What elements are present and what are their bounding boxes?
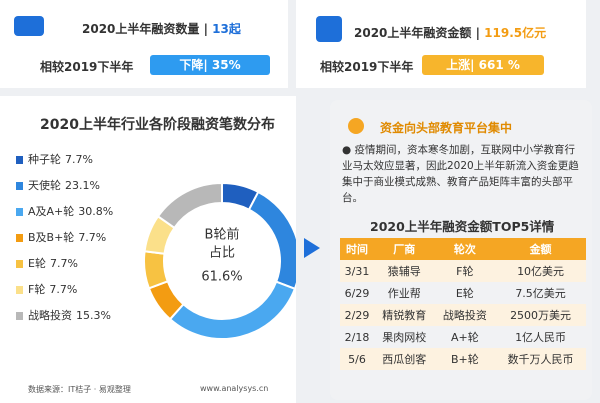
legend-label: E轮 7.7%: [28, 256, 78, 270]
table-cell: 战略投资: [434, 304, 496, 326]
legend-label: 种子轮 7.7%: [28, 152, 93, 166]
site: www.analysys.cn: [200, 384, 269, 393]
table-cell: 10亿美元: [495, 260, 586, 282]
stat-title-text: 2020上半年融资数量 |: [82, 22, 208, 36]
stat-compare: 相较2019下半年: [40, 60, 134, 74]
table-cell: 2/29: [340, 304, 374, 326]
stat-title-text: 2020上半年融资金额 |: [354, 26, 480, 40]
legend-value: 23.1%: [65, 179, 100, 192]
table-cell: 3/31: [340, 260, 374, 282]
bullet-icon: [348, 118, 364, 134]
table-cell: 1亿人民币: [515, 331, 567, 344]
legend-swatch: [16, 208, 23, 216]
legend-label: 天使轮 23.1%: [28, 178, 100, 192]
legend-name: B及B+轮: [28, 230, 74, 244]
legend-swatch: [16, 234, 23, 242]
stat-value: 119.5亿元: [484, 26, 547, 40]
legend-swatch: [16, 182, 23, 190]
table-row: 5/6 西瓜创客 B+轮 数千万人民币: [340, 348, 586, 370]
table-header-cell: 时间: [340, 238, 374, 260]
stat-change: 上涨| 661 %: [422, 55, 544, 75]
legend-swatch: [16, 312, 23, 320]
stat-title: 2020上半年融资金额 | 119.5亿元: [354, 24, 546, 41]
table-header-cell: 金额: [495, 238, 586, 260]
legend-value: 7.7%: [50, 257, 78, 270]
donut-slice: [168, 280, 296, 340]
stat-value: 13起: [212, 22, 241, 36]
legend-label: A及A+轮 30.8%: [28, 204, 113, 218]
center-label: 占比: [209, 246, 235, 261]
source: 数据来源：IT桔子 · 易观整理: [28, 385, 131, 394]
table-row: 6/29 作业帮 E轮 7.5亿美元: [340, 282, 586, 304]
stat-title: 2020上半年融资数量 | 13起: [82, 20, 241, 37]
table-cell: 果肉网校: [382, 331, 427, 344]
table-cell: 精锐教育: [374, 304, 435, 326]
legend-name: 天使轮: [28, 178, 61, 192]
table-cell: F轮: [434, 260, 496, 282]
legend-label: 战略投资 15.3%: [28, 308, 111, 322]
table-header-cell: 厂商: [374, 238, 435, 260]
icon: [316, 16, 342, 42]
legend-value: 7.7%: [78, 231, 106, 244]
table-row: 2/29 精锐教育 战略投资 2500万美元: [340, 304, 586, 326]
legend-swatch: [16, 156, 23, 164]
table-cell: 数千万人民币: [495, 348, 586, 370]
legend-name: 种子轮: [28, 152, 61, 166]
table-cell: B+轮: [434, 348, 496, 370]
stat-compare: 相较2019下半年: [320, 60, 414, 74]
chart: 种子轮 7.7%天使轮 23.1%A及A+轮 30.8%B及B+轮 7.7%E轮 7.7%…: [16, 152, 296, 340]
stat-card: 2020上半年融资数量 | 13起 相较2019下半年 下降| 35%: [0, 0, 288, 88]
legend-value: 30.8%: [78, 205, 113, 218]
arrow: [304, 238, 320, 258]
insight-panel: 资金向头部教育平台集中 ● 疫情期间，资本寒冬加剧，互联网中小学教育行业马太效应…: [330, 100, 592, 400]
donut-slice: [156, 181, 223, 230]
table-title: 2020上半年融资金额TOP5详情: [370, 219, 555, 234]
legend-value: 7.7%: [49, 283, 77, 296]
legend-label: B及B+轮 7.7%: [28, 230, 106, 244]
legend-name: 战略投资: [28, 308, 72, 322]
table-cell: 6/29: [344, 286, 370, 300]
table-cell: E轮: [455, 287, 474, 300]
insight-text: ● 疫情期间，资本寒冬加剧，互联网中小学教育行业马太效应显著，因此2020上半年…: [342, 144, 579, 204]
table-cell: 5/6: [340, 348, 374, 370]
legend-name: A及A+轮: [28, 204, 74, 218]
chart-title: 2020上半年行业各阶段融资笔数分布: [40, 117, 275, 133]
legend-name: E轮: [28, 256, 46, 270]
center-value: 61.6%: [201, 270, 242, 285]
table-cell: A+轮: [450, 331, 479, 344]
table-cell: 2500万美元: [495, 304, 586, 326]
stat-change: 下降| 35%: [150, 55, 270, 75]
table-cell: 7.5亿美元: [515, 287, 566, 300]
table-header-row: 时间 厂商 轮次 金额: [340, 238, 586, 260]
legend-value: 15.3%: [76, 309, 111, 322]
center-label: B轮前: [205, 227, 240, 243]
icon: [14, 16, 44, 36]
table-row: 3/31 猿辅导 F轮 10亿美元: [340, 260, 586, 282]
table-cell: 西瓜创客: [374, 348, 435, 370]
donut-slice: [143, 250, 169, 290]
insight-title: 资金向头部教育平台集中: [380, 121, 513, 135]
table-cell: 作业帮: [387, 287, 421, 300]
table-cell: 2/18: [344, 330, 370, 344]
table-cell: 猿辅导: [374, 260, 435, 282]
stat-card: 2020上半年融资金额 | 119.5亿元 相较2019下半年 上涨| 661 …: [296, 0, 586, 88]
legend-label: F轮 7.7%: [28, 282, 77, 296]
donut-slice: [247, 190, 296, 291]
legend-value: 7.7%: [65, 153, 93, 166]
table: 时间 厂商 轮次 金额 3/31 猿辅导 F轮 10亿美元 6/29 作业帮 E轮 7.5亿美元 2/2…: [340, 238, 586, 370]
legend-name: F轮: [28, 282, 45, 296]
table-header-cell: 轮次: [434, 238, 496, 260]
legend-swatch: [16, 286, 23, 294]
chart-panel: 2020上半年行业各阶段融资笔数分布 种子轮 7.7% 天使轮 23.1% A及A+轮 3…: [0, 96, 296, 403]
legend-swatch: [16, 260, 23, 268]
table-row: 2/18 果肉网校 A+轮 1亿人民币: [340, 326, 586, 348]
